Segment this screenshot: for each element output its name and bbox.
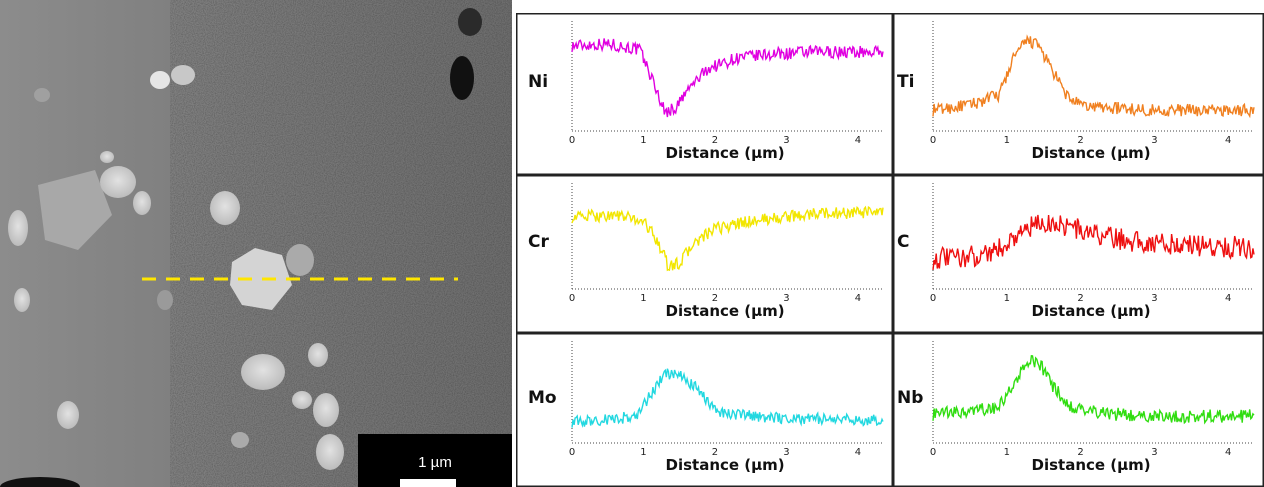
linescan-panel-nb: 0 1 2 3 4 Nb Distance (µm) bbox=[893, 333, 1264, 487]
x-tick-label: 2 bbox=[712, 293, 718, 304]
x-tick-label: 3 bbox=[783, 293, 789, 304]
x-tick-label: 1 bbox=[640, 293, 646, 304]
element-label: Ti bbox=[897, 72, 915, 92]
x-tick-label: 4 bbox=[1225, 447, 1231, 458]
element-label: C bbox=[897, 232, 910, 252]
series-line-nb bbox=[932, 355, 1255, 425]
linescan-chart: 0 1 2 3 4 bbox=[516, 175, 893, 333]
x-tick-label: 1 bbox=[640, 447, 646, 458]
series-line-ti bbox=[932, 34, 1255, 119]
linescan-panel-cr: 0 1 2 3 4 Cr Distance (µm) bbox=[516, 175, 893, 333]
x-tick-label: 2 bbox=[1077, 447, 1083, 458]
x-tick-label: 0 bbox=[569, 447, 575, 458]
x-tick-label: 0 bbox=[930, 293, 936, 304]
x-tick-label: 2 bbox=[1077, 135, 1083, 146]
panel-border bbox=[516, 13, 893, 175]
element-label: Nb bbox=[897, 388, 924, 408]
x-tick-label: 3 bbox=[1151, 293, 1157, 304]
element-label: Ni bbox=[528, 72, 549, 92]
panel-border bbox=[516, 333, 893, 487]
x-tick-label: 1 bbox=[640, 135, 646, 146]
x-axis-title: Distance (µm) bbox=[1031, 302, 1151, 320]
x-axis-title: Distance (µm) bbox=[665, 144, 785, 162]
linescan-panel-ni: 0 1 2 3 4 Ni Distance (µm) bbox=[516, 13, 893, 175]
linescan-chart: 0 1 2 3 4 bbox=[516, 13, 893, 175]
x-tick-label: 1 bbox=[1004, 293, 1010, 304]
dark-features bbox=[0, 8, 482, 487]
x-tick-label: 0 bbox=[569, 135, 575, 146]
x-tick-label: 2 bbox=[1077, 293, 1083, 304]
linescan-chart: 0 1 2 3 4 bbox=[516, 333, 893, 487]
panel-border bbox=[893, 333, 1264, 487]
series-line-mo bbox=[571, 368, 884, 428]
x-tick-label: 0 bbox=[930, 135, 936, 146]
series-line-ni bbox=[571, 38, 884, 118]
sem-micrograph bbox=[0, 0, 512, 487]
x-tick-label: 1 bbox=[1004, 447, 1010, 458]
panel-border bbox=[516, 175, 893, 333]
scale-bar-box: 1 µm bbox=[358, 434, 512, 487]
panel-border bbox=[893, 13, 1264, 175]
x-tick-label: 0 bbox=[569, 293, 575, 304]
linescan-chart: 0 1 2 3 4 bbox=[893, 175, 1264, 333]
x-tick-label: 3 bbox=[783, 135, 789, 146]
panel-border bbox=[893, 175, 1264, 333]
x-tick-label: 2 bbox=[712, 135, 718, 146]
x-tick-label: 1 bbox=[1004, 135, 1010, 146]
x-tick-label: 2 bbox=[712, 447, 718, 458]
element-label: Cr bbox=[528, 232, 549, 252]
linescan-chart: 0 1 2 3 4 bbox=[893, 333, 1264, 487]
x-axis-title: Distance (µm) bbox=[1031, 456, 1151, 474]
scale-bar bbox=[400, 479, 456, 487]
x-tick-label: 4 bbox=[855, 447, 861, 458]
linescan-panel-mo: 0 1 2 3 4 Mo Distance (µm) bbox=[516, 333, 893, 487]
x-axis-title: Distance (µm) bbox=[665, 456, 785, 474]
element-label: Mo bbox=[528, 388, 557, 408]
linescan-panel-ti: 0 1 2 3 4 Ti Distance (µm) bbox=[893, 13, 1264, 175]
linescan-chart: 0 1 2 3 4 bbox=[893, 13, 1264, 175]
x-tick-label: 4 bbox=[855, 135, 861, 146]
x-tick-label: 4 bbox=[1225, 293, 1231, 304]
x-tick-label: 4 bbox=[1225, 135, 1231, 146]
x-tick-label: 4 bbox=[855, 293, 861, 304]
x-tick-label: 3 bbox=[1151, 135, 1157, 146]
x-axis-title: Distance (µm) bbox=[1031, 144, 1151, 162]
x-tick-label: 3 bbox=[783, 447, 789, 458]
x-tick-label: 3 bbox=[1151, 447, 1157, 458]
x-axis-title: Distance (µm) bbox=[665, 302, 785, 320]
precipitates bbox=[8, 65, 344, 470]
scale-bar-label: 1 µm bbox=[418, 454, 452, 471]
series-line-c bbox=[932, 214, 1255, 270]
x-tick-label: 0 bbox=[930, 447, 936, 458]
series-line-cr bbox=[571, 205, 884, 272]
linescan-panel-c: 0 1 2 3 4 C Distance (µm) bbox=[893, 175, 1264, 333]
